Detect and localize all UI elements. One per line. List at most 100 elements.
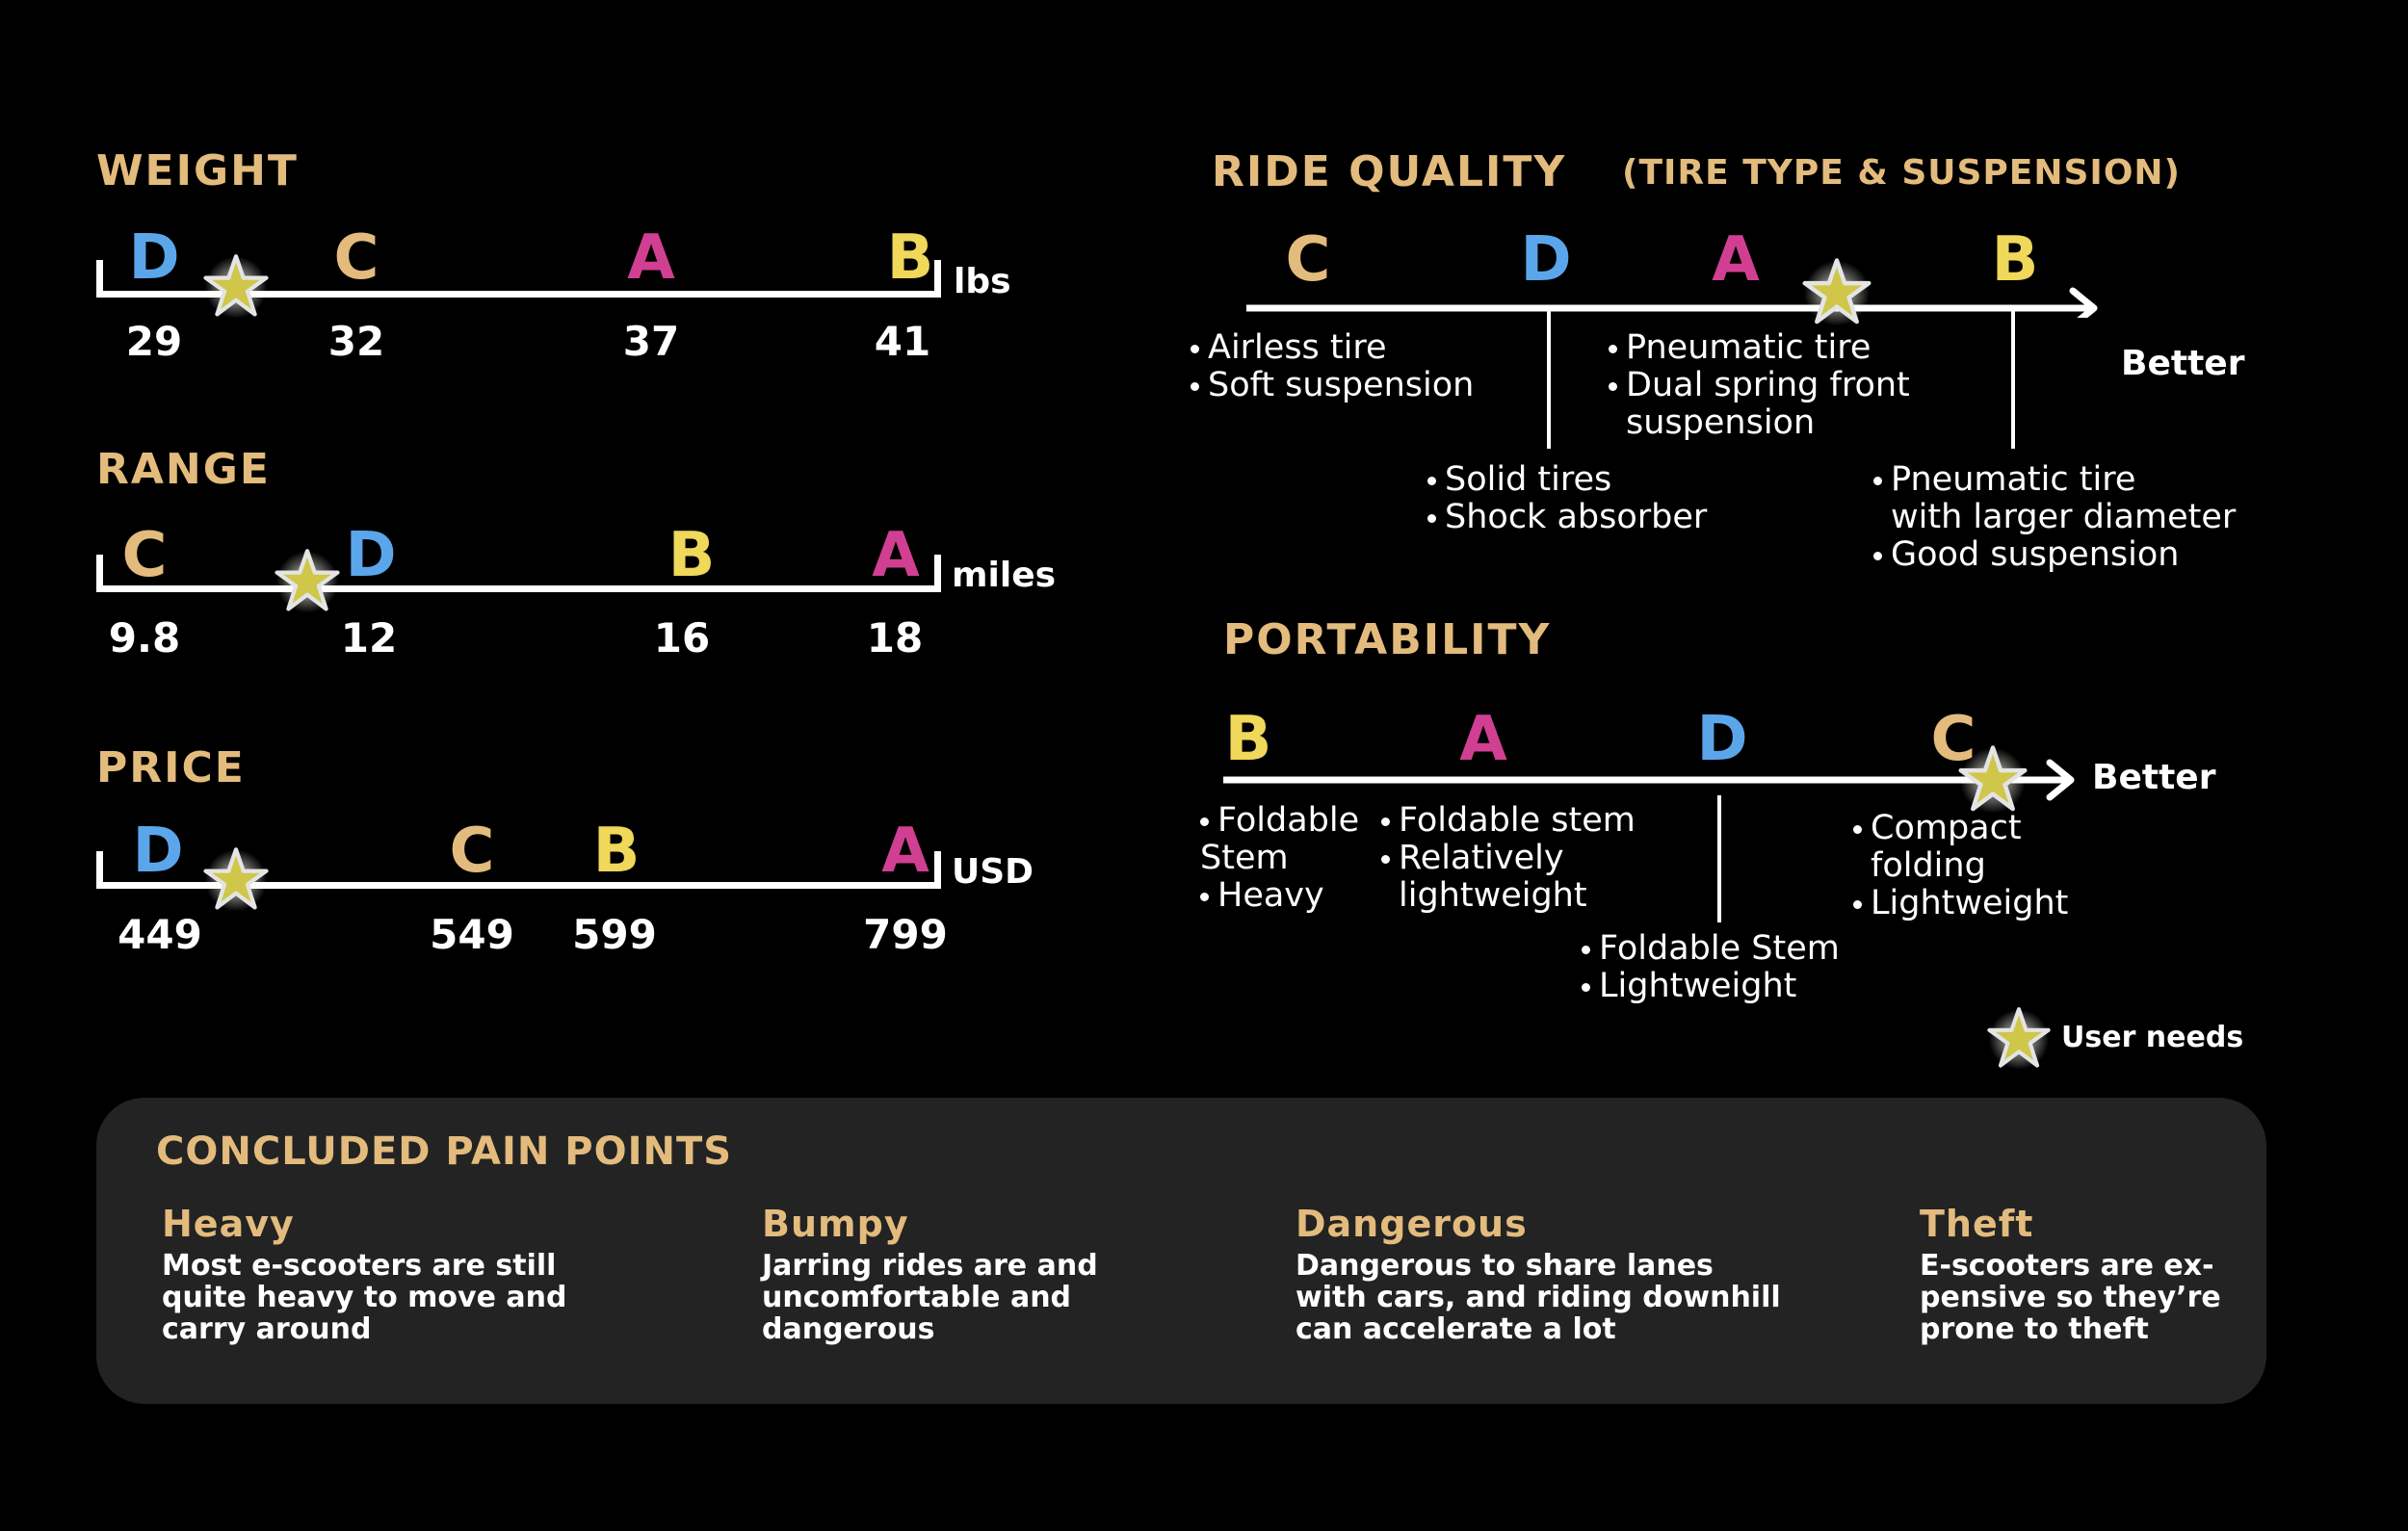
price-value-c: 549 <box>430 911 514 958</box>
ride-letter-d: D <box>1520 224 1572 296</box>
ride-letter-b: B <box>1991 224 2039 296</box>
price-value-a: 799 <box>863 911 948 958</box>
portability-notes-c: Compact folding Lightweight <box>1853 810 2068 922</box>
text-line: can accelerate a lot <box>1296 1312 1616 1346</box>
note-line: folding <box>1871 846 1986 885</box>
weight-value-d: 29 <box>125 318 183 365</box>
price-value-d: 449 <box>118 911 202 958</box>
portability-axis-arrow <box>1223 759 2075 801</box>
range-value-b: 16 <box>653 614 711 662</box>
price-letter-d: D <box>132 816 184 887</box>
weight-letter-d: D <box>128 222 180 294</box>
text-line: carry around <box>162 1312 372 1346</box>
user-need-star-icon <box>202 252 270 320</box>
price-letter-c: C <box>449 816 495 887</box>
pain-point-theft-title: Theft <box>1920 1203 2034 1245</box>
user-need-star-icon <box>274 547 341 614</box>
weight-letter-b: B <box>886 222 934 294</box>
range-axis-left-tick <box>96 555 103 592</box>
range-value-d: 12 <box>340 614 398 662</box>
ride-notes-c: Airless tire Soft suspension <box>1191 329 1474 404</box>
note-bullet: Dual spring front <box>1609 367 1910 404</box>
price-letter-b: B <box>592 816 641 887</box>
ride-quality-subtitle: (TIRE TYPE & SUSPENSION) <box>1622 153 2182 193</box>
range-letter-c: C <box>121 520 168 591</box>
note-bullet: Pneumatic tire <box>1873 461 2236 499</box>
user-need-star-icon <box>1801 256 1872 327</box>
text-line: quite heavy to move and <box>162 1281 567 1314</box>
portability-notes-a: Foldable stem Relatively lightweight <box>1381 802 1636 915</box>
range-value-a: 18 <box>866 614 924 662</box>
pain-point-heavy-text: Most e-scooters are still quite heavy to… <box>162 1250 615 1345</box>
price-title: PRICE <box>96 743 246 792</box>
note-line: suspension <box>1626 403 1816 442</box>
note-bullet: Solid tires <box>1427 461 1707 499</box>
note-bullet: Good suspension <box>1873 536 2236 574</box>
weight-letter-c: C <box>333 222 380 294</box>
range-axis <box>96 585 941 592</box>
pain-points-panel: CONCLUDED PAIN POINTS Heavy Most e-scoot… <box>96 1098 2266 1404</box>
legend-label: User needs <box>2061 1021 2244 1054</box>
portability-divider-d <box>1717 795 1721 922</box>
text-line: uncomfortable and <box>762 1281 1072 1314</box>
text-line: dangerous <box>762 1312 935 1346</box>
price-axis-right-tick <box>934 851 941 889</box>
note-line: Stem <box>1200 839 1289 877</box>
user-need-star-icon <box>202 845 270 913</box>
ride-notes-d: Solid tires Shock absorber <box>1427 461 1707 536</box>
pain-point-dangerous-title: Dangerous <box>1296 1203 1528 1245</box>
note-bullet: Foldable <box>1200 802 1359 840</box>
weight-axis-left-tick <box>96 260 103 298</box>
range-letter-d: D <box>345 520 397 591</box>
text-line: Dangerous to share lanes <box>1296 1249 1714 1283</box>
ride-notes-a: Pneumatic tire Dual spring front suspens… <box>1609 329 1910 442</box>
portability-better-label: Better <box>2092 758 2216 797</box>
text-line: Jarring rides are and <box>762 1249 1098 1283</box>
portability-letter-b: B <box>1224 704 1272 775</box>
note-bullet: Relatively <box>1381 840 1636 877</box>
range-unit: miles <box>952 556 1057 595</box>
weight-value-c: 32 <box>327 318 385 365</box>
note-bullet: Compact <box>1853 810 2068 847</box>
portability-notes-d: Foldable Stem Lightweight <box>1582 930 1840 1005</box>
ride-letter-a: A <box>1712 224 1760 296</box>
note-bullet: Shock absorber <box>1427 499 1707 536</box>
text-line: E-scooters are ex- <box>1920 1249 2214 1283</box>
user-need-star-icon <box>1957 743 2028 815</box>
note-bullet: Heavy <box>1200 877 1359 915</box>
ride-better-label: Better <box>2121 344 2245 383</box>
ride-divider-b <box>2011 310 2015 449</box>
price-unit: USD <box>952 852 1034 892</box>
weight-axis-right-tick <box>934 260 941 298</box>
range-axis-right-tick <box>934 555 941 592</box>
weight-unit: lbs <box>954 262 1011 301</box>
note-line: with larger diameter <box>1891 498 2237 536</box>
price-axis-left-tick <box>96 851 103 889</box>
range-letter-a: A <box>872 520 920 591</box>
note-bullet: Pneumatic tire <box>1609 329 1910 367</box>
text-line: pensive so they’re <box>1920 1281 2221 1314</box>
portability-letter-a: A <box>1459 704 1507 775</box>
pain-point-bumpy-text: Jarring rides are and uncomfortable and … <box>762 1250 1215 1345</box>
ride-quality-title: RIDE QUALITY <box>1212 147 1567 196</box>
note-line: lightweight <box>1399 876 1587 915</box>
weight-letter-a: A <box>627 222 675 294</box>
range-value-c: 9.8 <box>108 614 181 662</box>
range-letter-b: B <box>667 520 716 591</box>
weight-value-a: 37 <box>622 318 680 365</box>
note-bullet: Soft suspension <box>1191 367 1474 404</box>
ride-quality-axis-arrow <box>1246 287 2098 318</box>
price-axis <box>96 882 941 889</box>
note-bullet: Lightweight <box>1582 968 1840 1005</box>
text-line: with cars, and riding downhill <box>1296 1281 1781 1314</box>
star-icon <box>1986 1005 2052 1071</box>
price-letter-a: A <box>881 816 929 887</box>
price-value-b: 599 <box>572 911 657 958</box>
weight-value-b: 41 <box>874 318 931 365</box>
ride-notes-b: Pneumatic tire with larger diameter Good… <box>1873 461 2236 574</box>
portability-title: PORTABILITY <box>1223 615 1552 664</box>
pain-point-dangerous-text: Dangerous to share lanes with cars, and … <box>1296 1250 1835 1345</box>
portability-letter-d: D <box>1696 704 1748 775</box>
text-line: prone to theft <box>1920 1312 2149 1346</box>
ride-letter-c: C <box>1285 224 1331 296</box>
